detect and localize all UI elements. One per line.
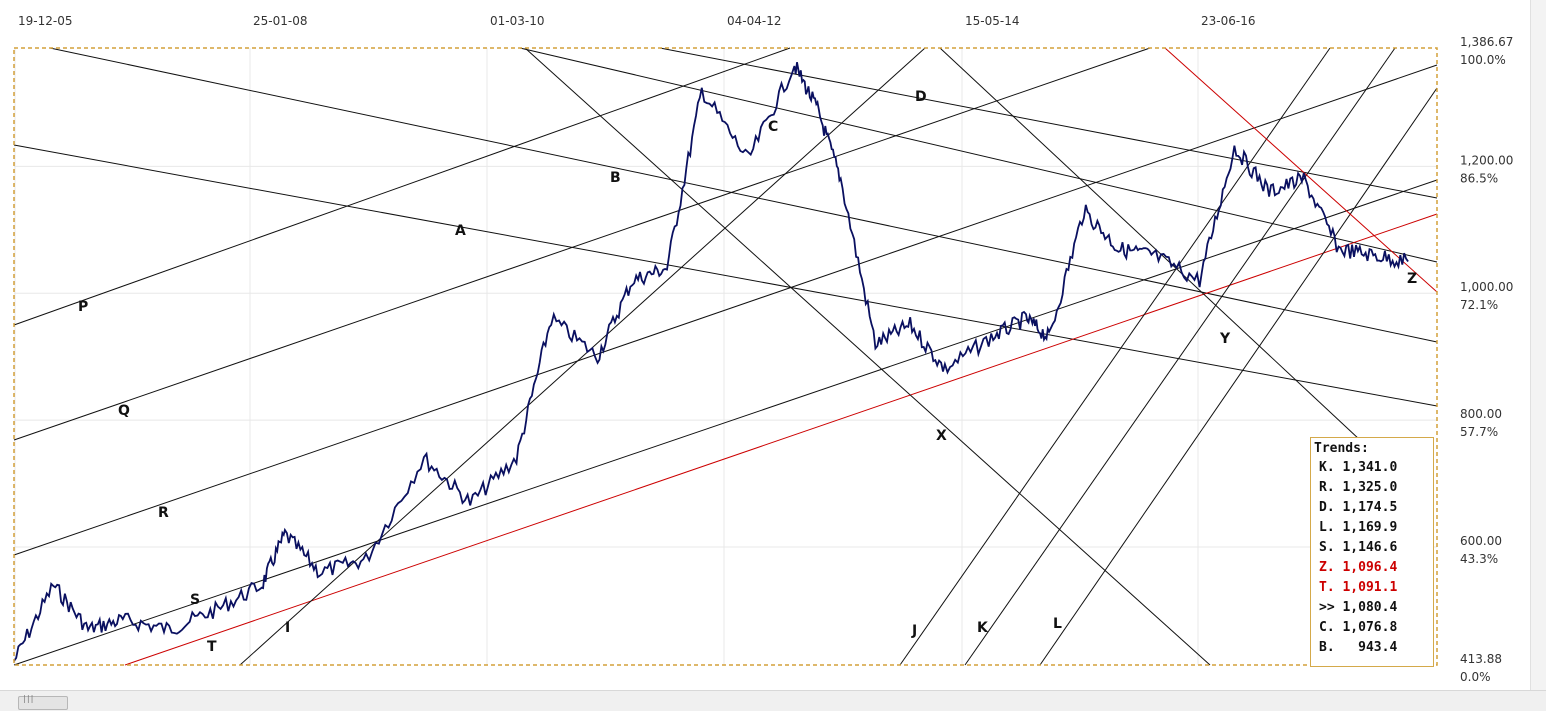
trend-label-y: Y: [1219, 331, 1231, 347]
trends-title: Trends:: [1314, 441, 1369, 456]
date-tick-label: 01-03-10: [490, 14, 544, 28]
percent-tick-label: 72.1%: [1460, 298, 1498, 312]
trend-line-2: [13, 144, 1438, 407]
trend-label-t: T: [207, 639, 217, 655]
trend-line-q: [13, 47, 1151, 441]
price-series-line: [13, 62, 1409, 662]
trend-value-row: L. 1,169.9: [1319, 520, 1398, 535]
date-tick-label: 19-12-05: [18, 14, 72, 28]
trend-line-y: [939, 47, 1361, 441]
trend-label-r: R: [158, 505, 169, 521]
chart: A B C D P Q R S T I J K L X Y Z 19-12-05 25-01-08 01-03-1…: [13, 14, 1514, 684]
trend-label-s: S: [190, 592, 200, 608]
trend-line-l: [1039, 87, 1438, 666]
price-tick-label: 800.00: [1460, 407, 1502, 421]
trend-label-j: J: [911, 623, 917, 639]
gridlines: [14, 48, 1437, 665]
trend-label-x: X: [936, 428, 947, 444]
trend-value-row: R. 1,325.0: [1319, 480, 1398, 495]
trend-line-t: [124, 213, 1438, 666]
date-tick-label: 23-06-16: [1201, 14, 1255, 28]
trend-label-a: A: [455, 223, 466, 239]
trend-label-k: K: [977, 620, 989, 636]
horizontal-scrollbar[interactable]: |||: [0, 690, 1546, 711]
date-tick-label: 04-04-12: [727, 14, 781, 28]
trend-value-row: D. 1,174.5: [1319, 500, 1398, 515]
trend-line-x: [524, 47, 1211, 666]
price-axis: 1,386.67 100.0% 1,200.00 86.5% 1,000.00 72.1%…: [1460, 35, 1513, 684]
vertical-scroll-track[interactable]: [1530, 0, 1546, 690]
percent-tick-label: 0.0%: [1460, 670, 1491, 684]
trend-value-row: K. 1,341.0: [1319, 460, 1398, 475]
trend-label-q: Q: [118, 403, 130, 419]
trend-line-k: [964, 47, 1396, 666]
trend-label-c: C: [768, 119, 778, 135]
trend-line-r: [13, 64, 1438, 556]
trend-line-p: [13, 47, 791, 326]
trend-label-l: L: [1053, 616, 1062, 632]
trend-label-z: Z: [1407, 271, 1417, 287]
date-axis: 19-12-05 25-01-08 01-03-10 04-04-12 15-05-14…: [18, 14, 1255, 28]
trend-line-labels: A B C D P Q R S T I J K L X Y Z: [78, 89, 1417, 655]
scroll-grip-icon: |||: [22, 694, 34, 703]
trend-label-d: D: [915, 89, 927, 105]
percent-tick-label: 100.0%: [1460, 53, 1506, 67]
date-tick-label: 15-05-14: [965, 14, 1019, 28]
trend-label-i: I: [285, 620, 290, 636]
trend-value-row: T. 1,091.1: [1319, 580, 1398, 595]
plot-frame: [13, 47, 1438, 666]
percent-tick-label: 43.3%: [1460, 552, 1498, 566]
trend-value-row: >> 1,080.4: [1319, 600, 1398, 615]
trend-label-b: B: [610, 170, 621, 186]
trend-value-row: Z. 1,096.4: [1319, 560, 1398, 575]
price-tick-label: 600.00: [1460, 534, 1502, 548]
price-tick-label: 1,000.00: [1460, 280, 1513, 294]
price-tick-label: 1,200.00: [1460, 153, 1513, 167]
trend-value-row: S. 1,146.6: [1319, 540, 1398, 555]
trend-line-j: [899, 47, 1331, 666]
trend-label-p: P: [78, 299, 88, 315]
date-tick-label: 25-01-08: [253, 14, 307, 28]
price-tick-label: 413.88: [1460, 652, 1502, 666]
percent-tick-label: 86.5%: [1460, 171, 1498, 185]
trends-panel: Trends: K. 1,341.0 R. 1,325.0 D. 1,174.5 L.…: [1310, 437, 1434, 667]
trend-value-row: C. 1,076.8: [1319, 620, 1398, 635]
price-tick-label: 1,386.67: [1460, 35, 1513, 49]
trend-value-row: B. 943.4: [1319, 640, 1398, 655]
trend-line-z: [1164, 47, 1438, 293]
trend-line-3: [519, 47, 1438, 263]
percent-tick-label: 57.7%: [1460, 425, 1498, 439]
